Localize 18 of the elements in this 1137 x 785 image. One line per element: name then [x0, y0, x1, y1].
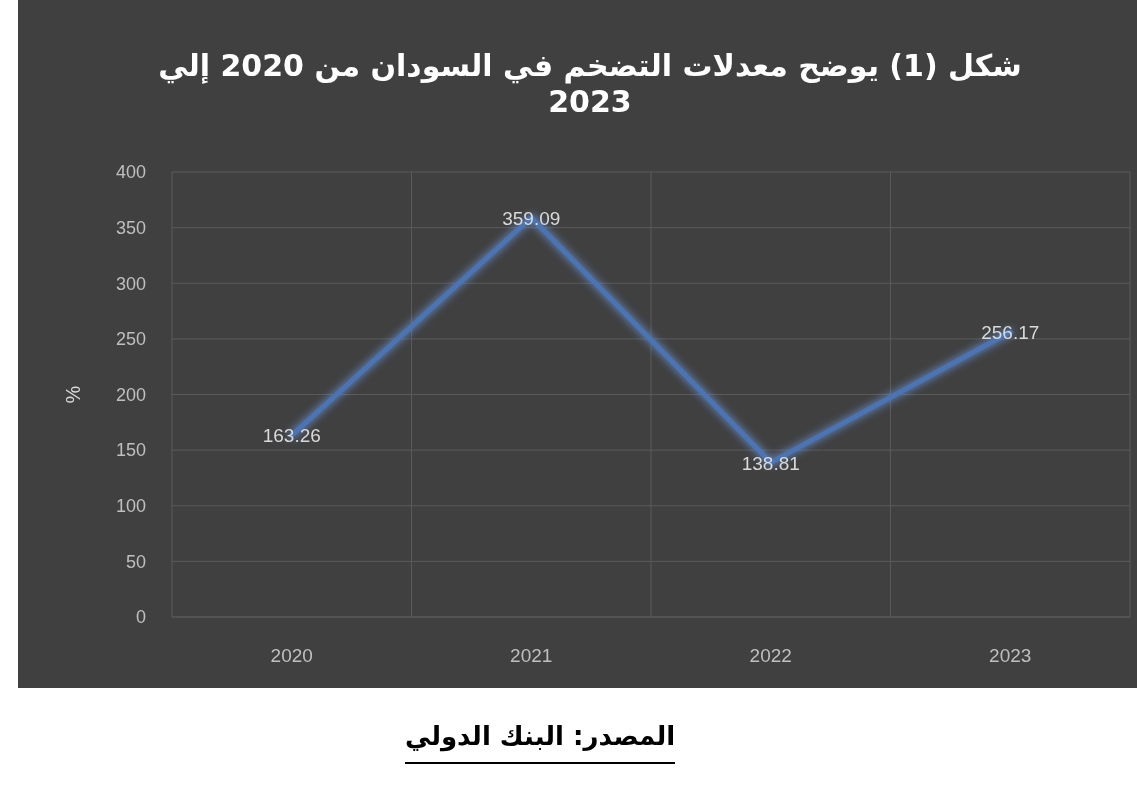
- x-tick-label: 2022: [749, 645, 792, 666]
- data-label: 163.26: [262, 425, 321, 447]
- data-label: 138.81: [741, 452, 800, 474]
- x-tick-label: 2023: [989, 645, 1032, 666]
- y-tick-label: 250: [115, 329, 146, 350]
- y-tick-label: 200: [115, 384, 146, 405]
- x-tick-label: 2021: [510, 645, 553, 666]
- y-tick-label: 300: [115, 273, 146, 294]
- y-tick-label: 50: [125, 551, 146, 572]
- y-tick-label: 100: [115, 496, 146, 517]
- y-tick-label: 350: [115, 217, 146, 238]
- data-label: 256.17: [981, 322, 1040, 344]
- y-tick-label: 150: [115, 440, 146, 461]
- y-axis-title: %: [62, 385, 84, 404]
- x-tick-label: 2020: [270, 645, 313, 666]
- text: المصدر: البنك الدولي: [404, 721, 676, 752]
- y-tick-label: 0: [135, 607, 146, 628]
- y-tick-label: 400: [115, 162, 146, 183]
